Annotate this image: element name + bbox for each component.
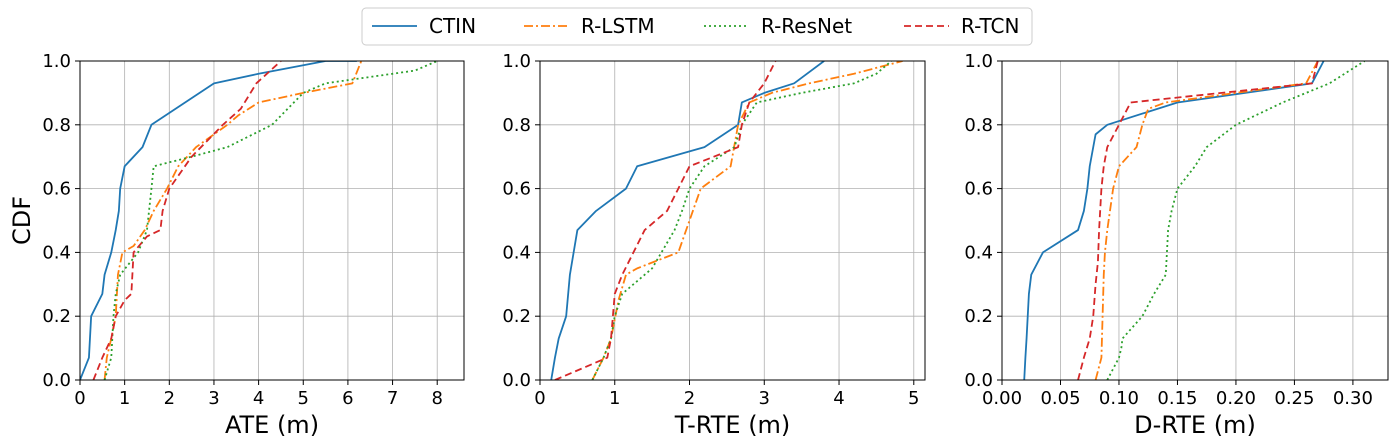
legend: CTIN R-LSTM R-ResNet R-TCN	[361, 7, 1033, 46]
y-tick-label: 1.0	[502, 51, 531, 72]
series-line-r-tcn	[554, 61, 777, 380]
series-group	[1023, 61, 1366, 380]
series-group	[80, 61, 438, 380]
y-tick-label: 0.0	[964, 370, 993, 391]
panel-t-rte: 0 1 2 3 4 5 0.0 0.2 0.4 0.6 0.8 1.0 T-RTE (m)	[502, 51, 926, 439]
series-line-r-resnet	[1106, 61, 1366, 380]
y-tick-label: 0.4	[502, 242, 531, 263]
x-tick-label: 1	[119, 388, 130, 409]
x-tick-label: 5	[908, 388, 919, 409]
x-tick-label: 4	[253, 388, 264, 409]
series-line-r-lstm	[1094, 61, 1319, 380]
legend-label-r-tcn: R-TCN	[961, 14, 1019, 38]
y-tick-label: 0.2	[964, 306, 993, 327]
legend-box	[361, 7, 1033, 46]
y-tick-label: 1.0	[964, 51, 993, 72]
x-tick-label: 0.25	[1274, 388, 1314, 409]
x-tick-label: 0.20	[1216, 388, 1256, 409]
x-tick-label: 8	[431, 388, 442, 409]
series-line-r-tcn	[92, 61, 282, 380]
y-tick-label: 0.2	[42, 306, 71, 327]
y-tick-label: 0.6	[42, 179, 71, 200]
x-tick-label: 2	[684, 388, 695, 409]
y-tick-label: 0.6	[502, 179, 531, 200]
x-tick-label: 0	[74, 388, 85, 409]
series-line-r-lstm	[591, 61, 903, 380]
y-axis-label: CDF	[8, 196, 36, 245]
y-tick-label: 0.4	[42, 242, 71, 263]
x-tick-label: 2	[164, 388, 175, 409]
plot-frame	[1001, 60, 1389, 381]
series-group	[550, 61, 903, 380]
series-line-r-tcn	[1077, 61, 1319, 380]
legend-label-r-resnet: R-ResNet	[761, 14, 852, 38]
x-tick-label: 0.05	[1040, 388, 1080, 409]
series-line-r-resnet	[103, 61, 438, 380]
legend-label-ctin: CTIN	[429, 14, 476, 38]
y-tick-label: 0.6	[964, 179, 993, 200]
series-line-r-lstm	[103, 61, 363, 380]
x-tick-label: 0	[534, 388, 545, 409]
x-tick-label: 0.30	[1333, 388, 1373, 409]
y-tick-label: 0.0	[42, 370, 71, 391]
series-line-r-resnet	[591, 61, 892, 380]
plot-frame	[79, 60, 465, 381]
y-tick-label: 0.8	[502, 115, 531, 136]
x-tick-label: 3	[759, 388, 770, 409]
y-tick-label: 0.8	[42, 115, 71, 136]
plot-frame	[539, 60, 926, 381]
y-tick-label: 0.2	[502, 306, 531, 327]
series-line-ctin	[1023, 61, 1325, 380]
series-line-ctin	[550, 61, 825, 380]
y-tick-label: 0.0	[502, 370, 531, 391]
x-tick-label: 0.00	[982, 388, 1022, 409]
x-axis-label: ATE (m)	[225, 411, 319, 439]
y-tick-label: 0.4	[964, 242, 993, 263]
x-tick-label: 4	[833, 388, 844, 409]
x-tick-label: 6	[342, 388, 353, 409]
legend-label-r-lstm: R-LSTM	[581, 14, 655, 38]
series-line-ctin	[80, 61, 357, 380]
x-tick-label: 0.15	[1157, 388, 1197, 409]
x-tick-label: 1	[609, 388, 620, 409]
x-tick-label: 7	[387, 388, 398, 409]
x-axis-label: T-RTE (m)	[674, 411, 791, 439]
y-tick-label: 1.0	[42, 51, 71, 72]
x-tick-label: 3	[208, 388, 219, 409]
x-tick-label: 0.10	[1099, 388, 1139, 409]
panel-ate: 0 1 2 3 4 5 6 7 8 0.0 0.2 0.4 0.6 0.8 1.0 ATE (m) CDF	[8, 51, 465, 439]
panel-d-rte: 0.00 0.05 0.10 0.15 0.20 0.25 0.30 0.0 0.2 0.4 0.6…	[964, 51, 1389, 439]
x-axis-label: D-RTE (m)	[1134, 411, 1256, 439]
y-tick-label: 0.8	[964, 115, 993, 136]
x-tick-label: 5	[298, 388, 309, 409]
